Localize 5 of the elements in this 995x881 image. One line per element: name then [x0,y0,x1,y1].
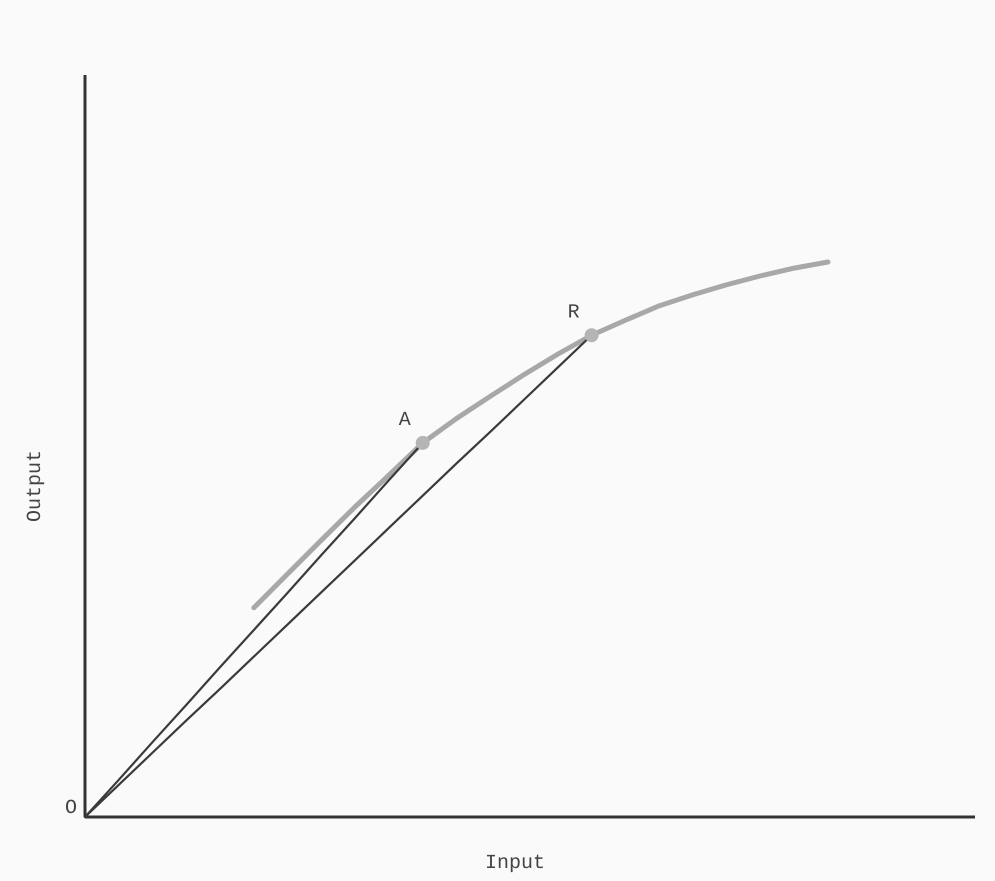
series-label: R [568,301,580,324]
series-label: A [398,408,411,432]
text: O [64,797,78,820]
y-axis-title: Output [24,450,47,522]
x-axis-title: Input [484,852,546,875]
